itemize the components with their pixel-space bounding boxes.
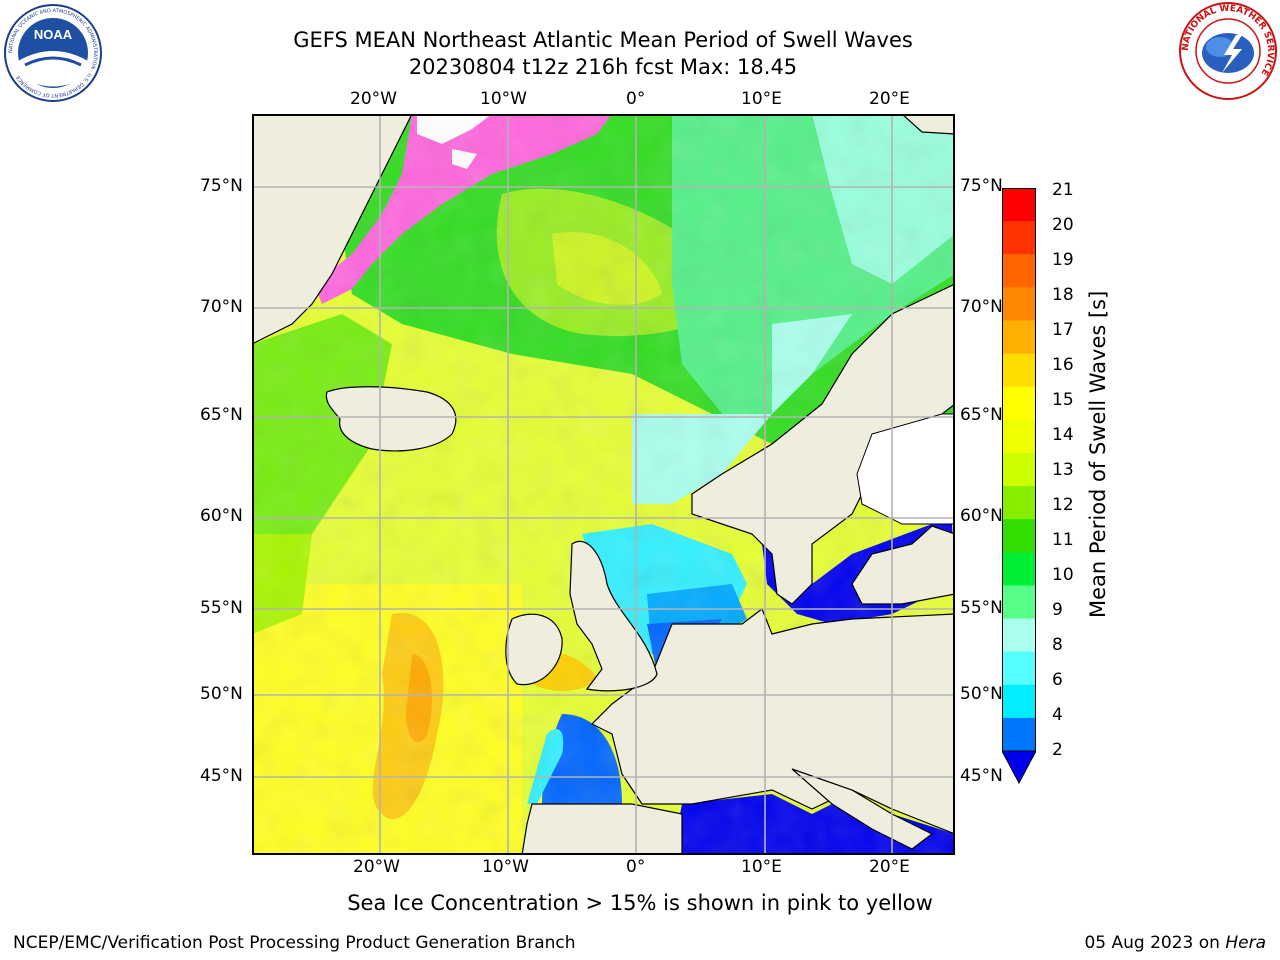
colorbar-swatch — [1002, 651, 1036, 686]
noaa-logo-text: NOAA — [34, 27, 73, 42]
lat-tick-left-75n: 75°N — [200, 176, 243, 196]
colorbar — [1001, 188, 1037, 785]
colorbar-swatch — [1002, 552, 1036, 586]
colorbar-swatch — [1002, 585, 1036, 620]
colorbar-swatch — [1002, 254, 1036, 288]
lon-tick-bottom-10w: 10°W — [482, 857, 529, 877]
colorbar-tick: 13 — [1052, 460, 1074, 480]
lon-tick-top-10e: 10°E — [741, 89, 782, 109]
lat-tick-left-70n: 70°N — [200, 297, 243, 317]
iberia — [521, 803, 683, 856]
lat-tick-right-45n: 45°N — [960, 766, 1003, 786]
colorbar-swatch — [1002, 618, 1036, 653]
colorbar-tick: 12 — [1052, 495, 1074, 515]
lon-tick-bottom-20w: 20°W — [353, 857, 400, 877]
colorbar-swatch — [1002, 386, 1036, 421]
colorbar-swatch — [1002, 419, 1036, 454]
colorbar-swatch — [1002, 353, 1036, 388]
lon-tick-bottom-0: 0° — [626, 857, 646, 877]
footer-branch: NCEP/EMC/Verification Post Processing Pr… — [13, 933, 576, 953]
colorbar-tick: 21 — [1052, 180, 1074, 200]
colorbar-tick: 9 — [1052, 600, 1063, 620]
lat-tick-left-45n: 45°N — [200, 766, 243, 786]
colorbar-tick: 10 — [1052, 565, 1074, 585]
colorbar-label: Mean Period of Swell Waves [s] — [1086, 290, 1110, 618]
lon-tick-bottom-10e: 10°E — [741, 857, 782, 877]
lat-tick-left-65n: 65°N — [200, 405, 243, 425]
colorbar-tick: 18 — [1052, 285, 1074, 305]
colorbar-swatch — [1002, 486, 1036, 520]
colorbar-swatch — [1002, 452, 1036, 487]
lat-tick-right-75n: 75°N — [960, 176, 1003, 196]
lon-tick-top-0: 0° — [626, 89, 646, 109]
colorbar-ticks: 21 20 19 18 17 16 15 14 13 12 11 10 9 8 … — [1052, 180, 1092, 780]
forecast-map — [251, 113, 956, 856]
lat-tick-right-60n: 60°N — [960, 506, 1003, 526]
colorbar-tick: 20 — [1052, 215, 1074, 235]
lat-tick-left-60n: 60°N — [200, 506, 243, 526]
footer-date-text: 05 Aug 2023 on — [1084, 933, 1226, 953]
colorbar-tick: 2 — [1052, 740, 1063, 760]
lat-tick-right-55n: 55°N — [960, 598, 1003, 618]
colorbar-swatch — [1002, 221, 1036, 255]
colorbar-outline — [1002, 188, 1036, 752]
colorbar-swatch — [1002, 684, 1036, 719]
colorbar-tick: 6 — [1052, 670, 1063, 690]
lon-tick-top-20e: 20°E — [869, 89, 910, 109]
lon-tick-bottom-20e: 20°E — [869, 857, 910, 877]
sea-ice-caption: Sea Ice Concentration > 15% is shown in … — [347, 891, 933, 915]
graticule — [252, 114, 955, 855]
footer-machine: Hera — [1225, 933, 1266, 953]
scandinavia-interior — [856, 413, 956, 525]
colorbar-swatch — [1002, 519, 1036, 553]
noaa-logo: NOAA NATIONAL OCEANIC AND ATMOSPHERIC AD… — [3, 3, 103, 103]
lon-tick-top-20w: 20°W — [350, 89, 397, 109]
map-canvas — [251, 113, 956, 856]
iceland — [325, 386, 457, 452]
colorbar-tick: 4 — [1052, 705, 1063, 725]
chart-subtitle: 20230804 t12z 216h fcst Max: 18.45 — [408, 55, 798, 79]
finland-baltic-east — [851, 525, 956, 605]
ireland — [505, 613, 563, 686]
map-frame — [252, 114, 955, 855]
colorbar-swatch — [1002, 287, 1036, 321]
lat-tick-left-50n: 50°N — [200, 684, 243, 704]
colorbar-tick: 16 — [1052, 355, 1074, 375]
lon-tick-top-10w: 10°W — [480, 89, 527, 109]
colorbar-tick: 15 — [1052, 390, 1074, 410]
lat-tick-right-50n: 50°N — [960, 684, 1003, 704]
colorbar-swatch — [1002, 320, 1036, 355]
greenland — [251, 113, 413, 345]
colorbar-swatch — [1002, 717, 1036, 752]
colorbar-extend-triangle — [1001, 750, 1037, 785]
colorbar-swatch — [1002, 188, 1036, 222]
colorbar-tick: 8 — [1052, 635, 1063, 655]
lat-tick-right-70n: 70°N — [960, 297, 1003, 317]
chart-title: GEFS MEAN Northeast Atlantic Mean Period… — [293, 28, 913, 52]
colorbar-tick: 11 — [1052, 530, 1074, 550]
colorbar-ramp — [1001, 188, 1037, 785]
nws-logo: NATIONAL WEATHER SERVICE — [1178, 1, 1278, 101]
italy — [791, 768, 934, 850]
lat-tick-right-65n: 65°N — [960, 405, 1003, 425]
lat-tick-left-55n: 55°N — [200, 598, 243, 618]
colorbar-tick: 14 — [1052, 425, 1074, 445]
colorbar-tick: 19 — [1052, 250, 1074, 270]
colorbar-tick: 17 — [1052, 320, 1074, 340]
footer-date: 05 Aug 2023 on Hera — [1084, 933, 1266, 953]
